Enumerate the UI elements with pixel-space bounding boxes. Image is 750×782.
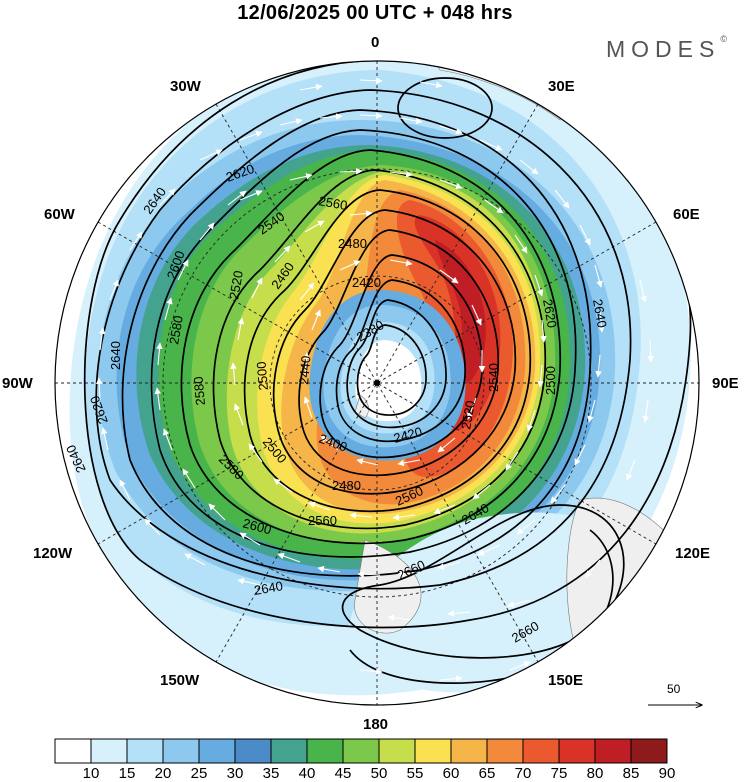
contour-label: 2540 xyxy=(486,363,501,392)
contour-label: 2620 xyxy=(540,298,560,329)
brand-mark: © xyxy=(720,34,727,44)
colorbar-tick-label: 90 xyxy=(658,765,676,782)
colorbar-swatch xyxy=(342,738,380,764)
contour-label: 2640 xyxy=(590,298,610,329)
contour-label: 2600 xyxy=(241,515,273,537)
colorbar-swatch xyxy=(270,738,308,764)
colorbar-swatch xyxy=(378,738,416,764)
contour-label: 2420 xyxy=(352,275,381,290)
pole-marker xyxy=(374,380,380,386)
contour-label: 2440 xyxy=(296,355,313,385)
lon-label-150w: 150W xyxy=(160,672,200,689)
vector-reference-label: 50 xyxy=(667,682,681,696)
lon-label-180: 180 xyxy=(363,716,389,733)
contour-label: 2560 xyxy=(308,513,337,528)
lon-label-30e: 30E xyxy=(548,78,575,95)
contour-label: 2580 xyxy=(166,314,186,345)
contour-label: 2640 xyxy=(253,578,284,598)
contour-label: 2640 xyxy=(108,341,123,370)
map-boundary xyxy=(54,60,700,706)
contour-label: 2480 xyxy=(332,478,361,493)
lon-label-120e: 120E xyxy=(675,545,711,562)
colorbar-tick-label: 85 xyxy=(622,765,640,782)
brand-logo: MODES© xyxy=(606,34,727,63)
lon-label-90w: 90W xyxy=(2,375,33,392)
colorbar-tick-label: 45 xyxy=(334,765,352,782)
colorbar-swatch xyxy=(126,738,164,764)
colorbar-swatch xyxy=(630,738,668,764)
lon-label-90e: 90E xyxy=(712,375,739,392)
wind-vectors xyxy=(95,77,655,682)
colorbar-swatch xyxy=(198,738,236,764)
colorbar-swatch xyxy=(522,738,560,764)
colorbar-swatch xyxy=(234,738,272,764)
colorbar-swatch xyxy=(558,738,596,764)
colorbar-tick-label: 20 xyxy=(154,765,172,782)
brand-text: MODES xyxy=(606,36,721,62)
colorbar-swatch xyxy=(414,738,452,764)
colorbar-tick-label: 35 xyxy=(262,765,280,782)
lon-label-120w: 120W xyxy=(33,545,73,562)
lon-label-0: 0 xyxy=(371,34,380,51)
colorbar-tick-label: 70 xyxy=(514,765,532,782)
height-contours xyxy=(83,61,692,684)
colorbar xyxy=(54,738,668,764)
lon-label-150e: 150E xyxy=(548,672,584,689)
colorbar-tick-label: 25 xyxy=(190,765,208,782)
graticule xyxy=(55,61,699,705)
contour-label: 2420 xyxy=(392,424,424,446)
colorbar-tick-label: 30 xyxy=(226,765,244,782)
contour-label: 2500 xyxy=(254,361,271,391)
colorbar-swatch xyxy=(162,738,200,764)
colorbar-swatch xyxy=(90,738,128,764)
contour-label: 2560 xyxy=(317,193,348,213)
map-title: 12/06/2025 00 UTC + 048 hrs xyxy=(237,2,513,24)
contour-label: 2520 xyxy=(458,399,478,430)
lon-label-30w: 30W xyxy=(170,78,201,95)
contour-label: 2580 xyxy=(191,376,208,406)
colorbar-tick-label: 80 xyxy=(586,765,604,782)
colorbar-swatch xyxy=(594,738,632,764)
colorbar-swatch xyxy=(486,738,524,764)
contour-label: 2480 xyxy=(338,236,367,251)
colorbar-tick-label: 75 xyxy=(550,765,568,782)
colorbar-tick-label: 55 xyxy=(406,765,424,782)
lon-label-60e: 60E xyxy=(673,206,700,223)
colorbar-tick-label: 60 xyxy=(442,765,460,782)
colorbar-tick-label: 10 xyxy=(82,765,100,782)
colorbar-swatch xyxy=(54,738,92,764)
contour-label: 2500 xyxy=(543,366,558,395)
lon-label-60w: 60W xyxy=(44,206,75,223)
contour-label: 2520 xyxy=(226,269,246,300)
colorbar-swatch xyxy=(450,738,488,764)
colorbar-tick-label: 65 xyxy=(478,765,496,782)
colorbar-tick-label: 40 xyxy=(298,765,316,782)
colorbar-swatch xyxy=(306,738,344,764)
colorbar-tick-label: 50 xyxy=(370,765,388,782)
colorbar-tick-label: 15 xyxy=(118,765,136,782)
